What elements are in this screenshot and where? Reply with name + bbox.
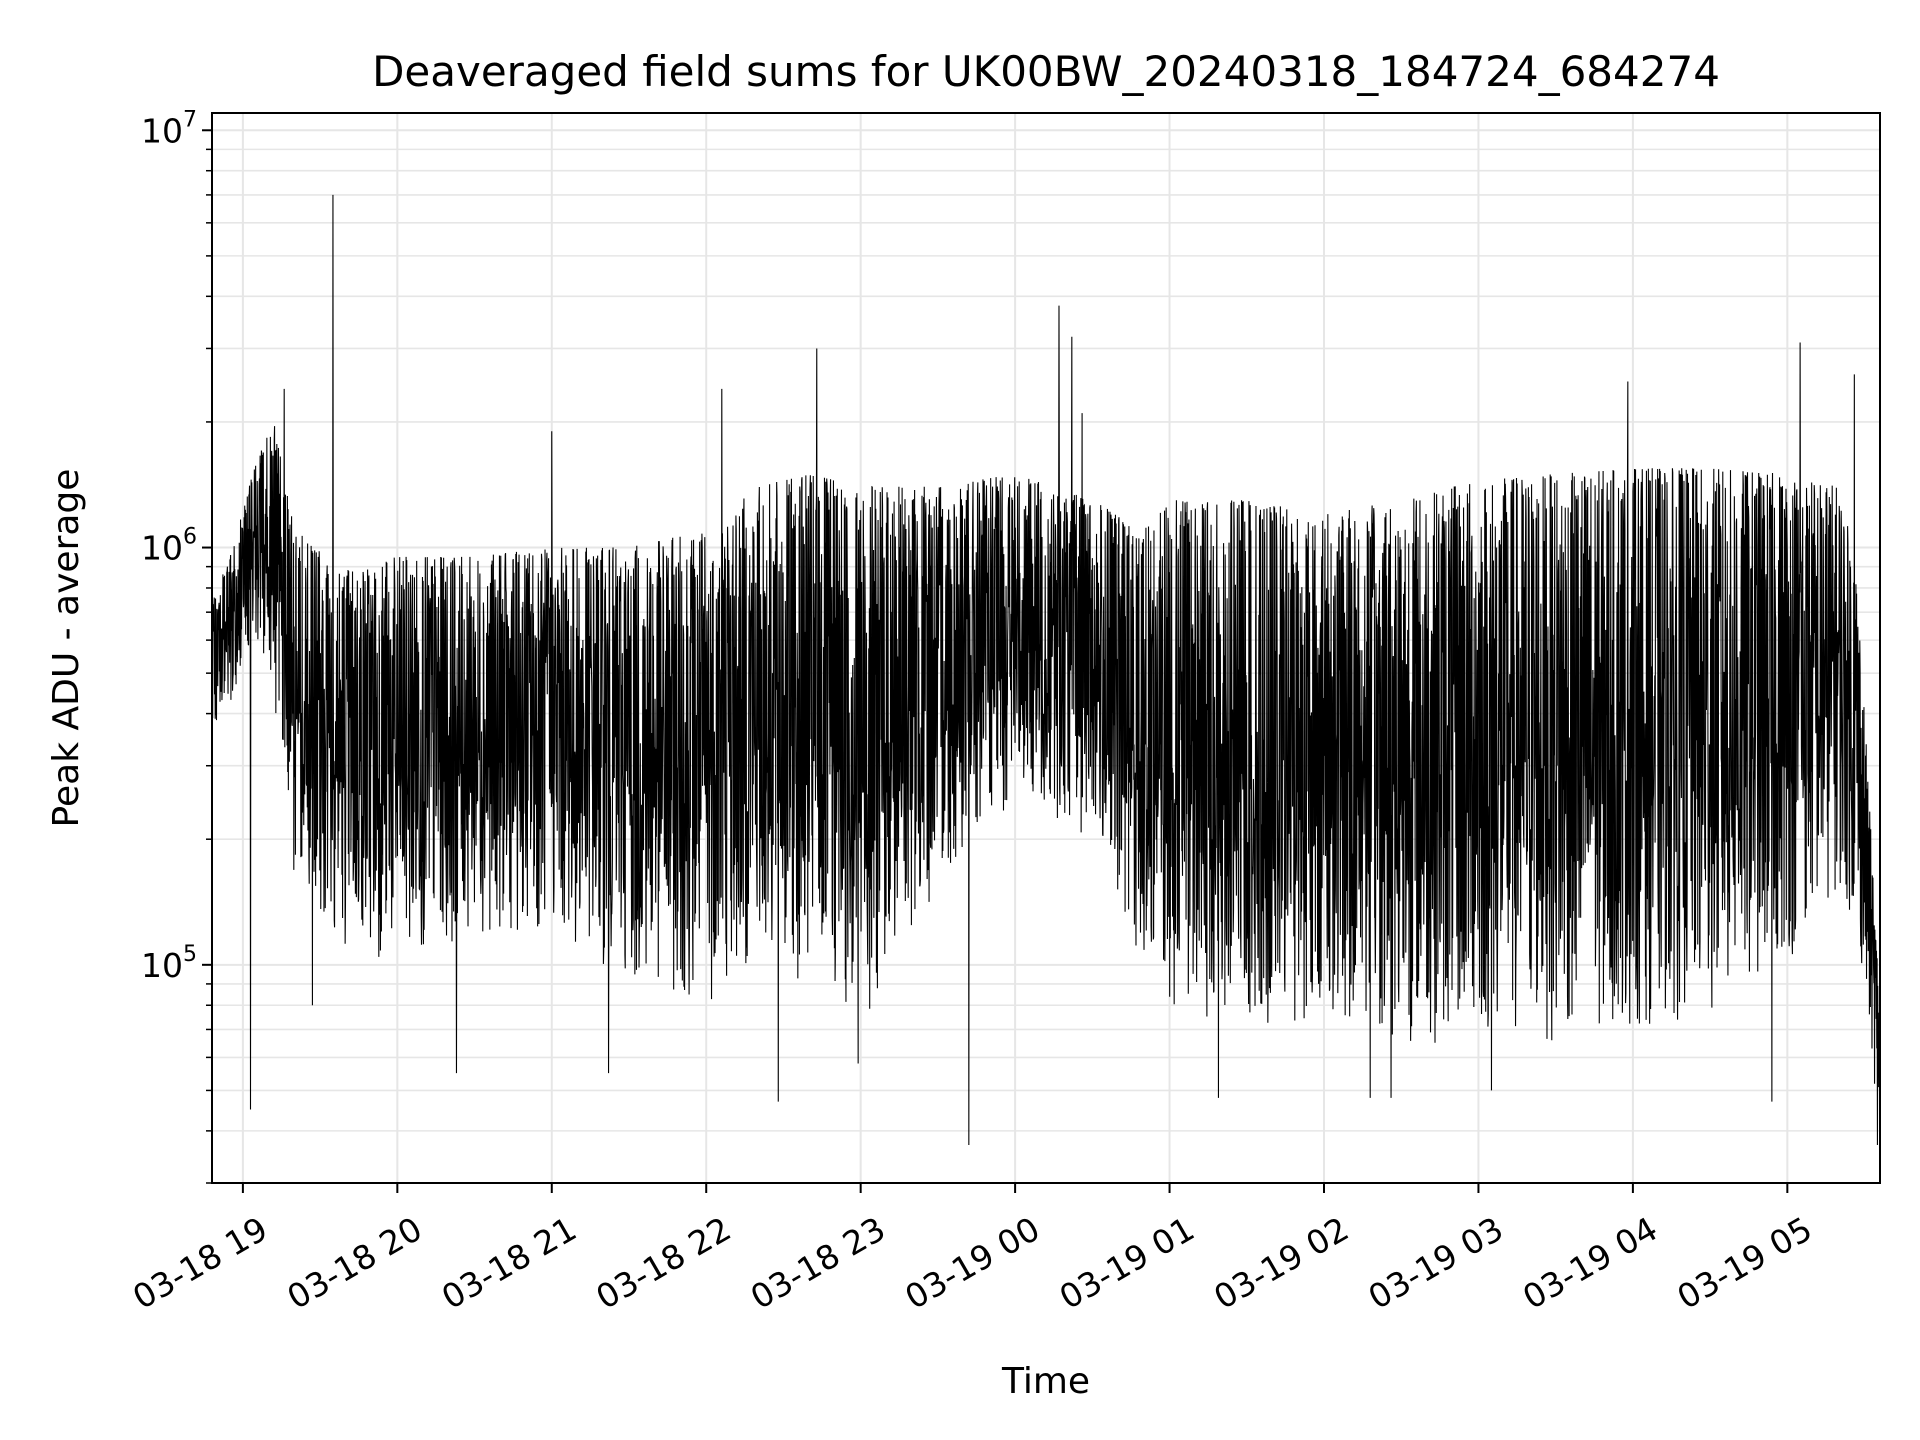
data-series xyxy=(212,194,1880,1145)
y-axis-label: Peak ADU - average xyxy=(46,469,87,828)
y-tick-label: 106 xyxy=(141,525,197,568)
chart-title: Deaveraged field sums for UK00BW_2024031… xyxy=(372,47,1720,96)
series-line xyxy=(212,194,1880,1145)
y-tick-label: 105 xyxy=(141,942,197,985)
y-tick-label: 107 xyxy=(141,107,197,150)
x-axis-label: Time xyxy=(1001,1361,1090,1402)
plot-frame xyxy=(211,112,1881,1184)
